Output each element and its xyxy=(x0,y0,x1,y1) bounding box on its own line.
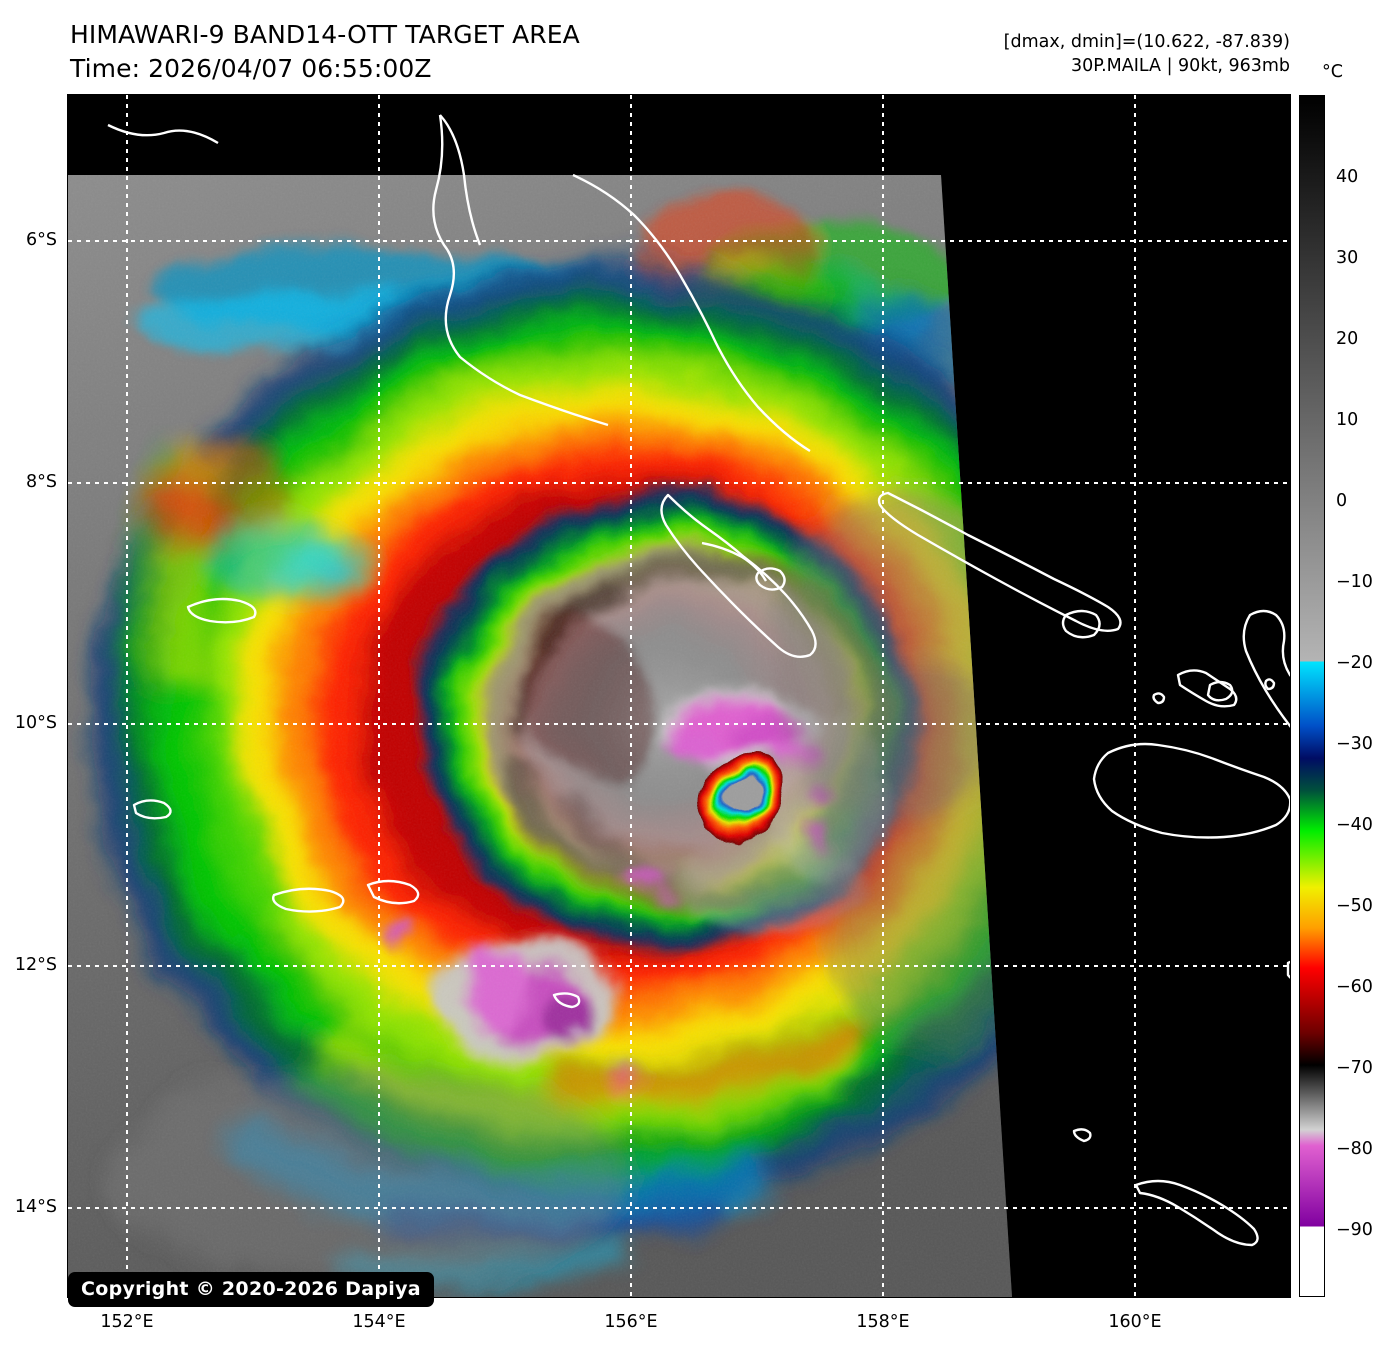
colorbar xyxy=(1299,95,1325,1297)
gridline-lon-156 xyxy=(630,95,632,1297)
graticule xyxy=(68,95,1290,1297)
gridline-lat-14 xyxy=(68,1207,1290,1209)
cbar-tick-10: 10 xyxy=(1336,410,1359,430)
copyright-banner: Copyright © 2020-2026 Dapiya xyxy=(68,1272,434,1307)
coastline-overlay xyxy=(107,114,1290,1247)
cbar-tick-30: 30 xyxy=(1336,248,1359,268)
cbar-tick-m60: −60 xyxy=(1336,977,1373,997)
cbar-tick-m30: −30 xyxy=(1336,734,1373,754)
colorbar-unit-label: °C xyxy=(1322,62,1343,82)
y-tick-14: 14°S xyxy=(14,1197,57,1217)
cbar-tick-m40: −40 xyxy=(1336,815,1373,835)
cbar-tick-m50: −50 xyxy=(1336,896,1373,916)
cbar-tick-20: 20 xyxy=(1336,329,1359,349)
colorbar-gradient xyxy=(1300,96,1324,1296)
cbar-tick-40: 40 xyxy=(1336,167,1359,187)
cbar-tick-m20: −20 xyxy=(1336,653,1373,673)
satellite-image-plot xyxy=(68,95,1290,1297)
cbar-tick-0: 0 xyxy=(1336,491,1348,511)
storm-readout: 30P.MAILA | 90kt, 963mb xyxy=(1071,56,1290,76)
x-tick-158: 158°E xyxy=(856,1312,910,1332)
gridline-lon-152 xyxy=(126,95,128,1297)
timestamp: Time: 2026/04/07 06:55:00Z xyxy=(70,54,432,83)
gridline-lat-12 xyxy=(68,965,1290,967)
y-tick-12: 12°S xyxy=(14,955,57,975)
y-tick-10: 10°S xyxy=(14,713,57,733)
title-block: HIMAWARI-9 BAND14-OTT TARGET AREA Time: … xyxy=(70,18,580,86)
x-tick-156: 156°E xyxy=(604,1312,658,1332)
dminmax-readout: [dmax, dmin]=(10.622, -87.839) xyxy=(1003,32,1290,52)
cbar-tick-m70: −70 xyxy=(1336,1058,1373,1078)
cbar-tick-m90: −90 xyxy=(1336,1220,1373,1240)
x-tick-152: 152°E xyxy=(100,1312,154,1332)
page-title: HIMAWARI-9 BAND14-OTT TARGET AREA xyxy=(70,20,580,49)
gridline-lon-160 xyxy=(1134,95,1136,1297)
y-tick-6: 6°S xyxy=(26,230,57,250)
metadata-block: [dmax, dmin]=(10.622, -87.839) 30P.MAILA… xyxy=(1004,30,1290,78)
gridline-lat-10 xyxy=(68,723,1290,725)
gridline-lat-8 xyxy=(68,482,1290,484)
cbar-tick-m10: −10 xyxy=(1336,572,1373,592)
cbar-tick-m80: −80 xyxy=(1336,1139,1373,1159)
x-tick-154: 154°E xyxy=(352,1312,406,1332)
x-tick-160: 160°E xyxy=(1108,1312,1162,1332)
gridline-lon-158 xyxy=(882,95,884,1297)
gridline-lon-154 xyxy=(378,95,380,1297)
y-tick-8: 8°S xyxy=(26,472,57,492)
gridline-lat-6 xyxy=(68,240,1290,242)
